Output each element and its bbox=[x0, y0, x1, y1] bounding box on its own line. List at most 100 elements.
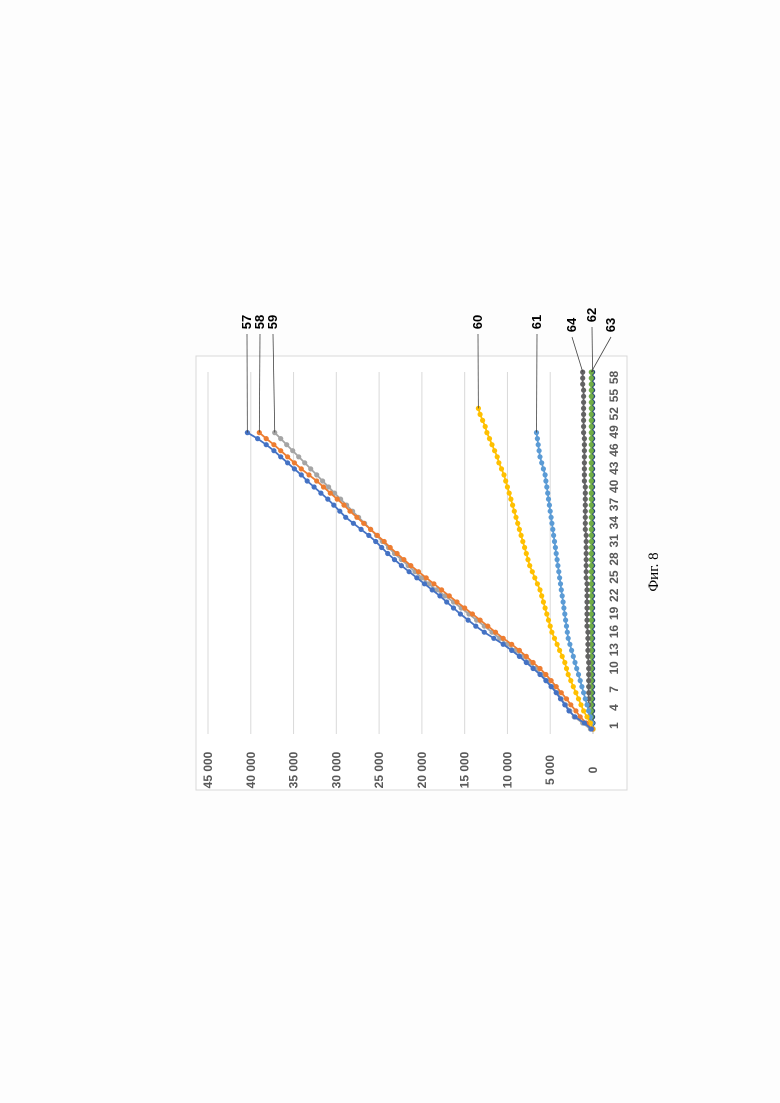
data-point bbox=[290, 448, 295, 453]
data-point bbox=[554, 690, 559, 695]
data-point bbox=[271, 442, 276, 447]
data-point bbox=[559, 587, 564, 592]
data-point bbox=[451, 605, 456, 610]
y-tick-label: 30 000 bbox=[329, 751, 343, 788]
data-point bbox=[557, 648, 562, 653]
x-tick-label: 46 bbox=[607, 443, 621, 457]
data-point bbox=[470, 611, 475, 616]
data-point bbox=[589, 430, 594, 435]
data-point bbox=[560, 654, 565, 659]
data-point bbox=[296, 454, 301, 459]
data-point bbox=[537, 666, 542, 671]
data-point bbox=[572, 714, 577, 719]
series-callout-label: 62 bbox=[584, 308, 599, 322]
figure-caption: Фиг. 8 bbox=[646, 552, 662, 591]
data-point bbox=[586, 672, 591, 677]
data-point bbox=[399, 563, 404, 568]
data-point bbox=[501, 642, 506, 647]
data-point bbox=[495, 454, 500, 459]
data-point bbox=[531, 666, 536, 671]
data-point bbox=[589, 515, 594, 520]
data-point bbox=[347, 509, 352, 514]
data-point bbox=[583, 521, 588, 526]
data-point bbox=[583, 696, 588, 701]
y-tick-label: 5 000 bbox=[543, 755, 557, 785]
data-point bbox=[539, 460, 544, 465]
data-point bbox=[278, 436, 283, 441]
data-point bbox=[284, 442, 289, 447]
data-point bbox=[343, 515, 348, 520]
data-point bbox=[580, 382, 585, 387]
data-point bbox=[589, 557, 594, 562]
data-point bbox=[278, 448, 283, 453]
data-point bbox=[535, 581, 540, 586]
data-point bbox=[554, 551, 559, 556]
data-point bbox=[589, 436, 594, 441]
data-point bbox=[359, 527, 364, 532]
data-point bbox=[325, 497, 330, 502]
data-point bbox=[574, 666, 579, 671]
data-point bbox=[503, 478, 508, 483]
data-point bbox=[499, 466, 504, 471]
data-point bbox=[354, 515, 359, 520]
data-point bbox=[543, 672, 548, 677]
x-tick-label: 34 bbox=[607, 516, 621, 530]
data-point bbox=[439, 587, 444, 592]
data-point bbox=[586, 678, 591, 683]
data-point bbox=[582, 720, 587, 725]
data-point bbox=[292, 466, 297, 471]
x-tick-label: 1 bbox=[607, 722, 621, 729]
data-point bbox=[589, 521, 594, 526]
data-point bbox=[501, 472, 506, 477]
data-point bbox=[264, 436, 269, 441]
data-point bbox=[537, 587, 542, 592]
data-point bbox=[527, 563, 532, 568]
series-callout-label: 60 bbox=[470, 315, 485, 329]
data-point bbox=[424, 575, 429, 580]
data-point bbox=[573, 708, 578, 713]
data-point bbox=[581, 412, 586, 417]
data-point bbox=[584, 593, 589, 598]
data-point bbox=[584, 533, 589, 538]
series-callout-label: 59 bbox=[265, 315, 280, 329]
y-tick-label: 20 000 bbox=[415, 751, 429, 788]
data-point bbox=[562, 702, 567, 707]
series-callout-label: 61 bbox=[529, 315, 544, 329]
data-point bbox=[562, 660, 567, 665]
data-point bbox=[580, 376, 585, 381]
data-point bbox=[589, 509, 594, 514]
data-point bbox=[539, 593, 544, 598]
data-point bbox=[382, 539, 387, 544]
y-tick-label: 10 000 bbox=[500, 751, 514, 788]
data-point bbox=[564, 624, 569, 629]
data-point bbox=[493, 630, 498, 635]
data-point bbox=[583, 509, 588, 514]
data-point bbox=[576, 696, 581, 701]
data-point bbox=[584, 551, 589, 556]
data-point bbox=[585, 642, 590, 647]
data-point bbox=[444, 599, 449, 604]
data-point bbox=[558, 696, 563, 701]
data-point bbox=[520, 539, 525, 544]
data-point bbox=[586, 666, 591, 671]
data-point bbox=[576, 672, 581, 677]
data-point bbox=[566, 672, 571, 677]
data-point bbox=[373, 539, 378, 544]
data-point bbox=[559, 690, 564, 695]
data-point bbox=[292, 460, 297, 465]
data-point bbox=[375, 533, 380, 538]
data-point bbox=[589, 460, 594, 465]
x-tick-label: 13 bbox=[607, 643, 621, 657]
data-point bbox=[584, 605, 589, 610]
data-point bbox=[555, 557, 560, 562]
data-point bbox=[565, 630, 570, 635]
data-point bbox=[584, 581, 589, 586]
data-point bbox=[447, 593, 452, 598]
data-point bbox=[581, 400, 586, 405]
data-point bbox=[583, 491, 588, 496]
data-point bbox=[544, 611, 549, 616]
data-point bbox=[517, 527, 522, 532]
data-point bbox=[553, 545, 558, 550]
data-point bbox=[487, 436, 492, 441]
